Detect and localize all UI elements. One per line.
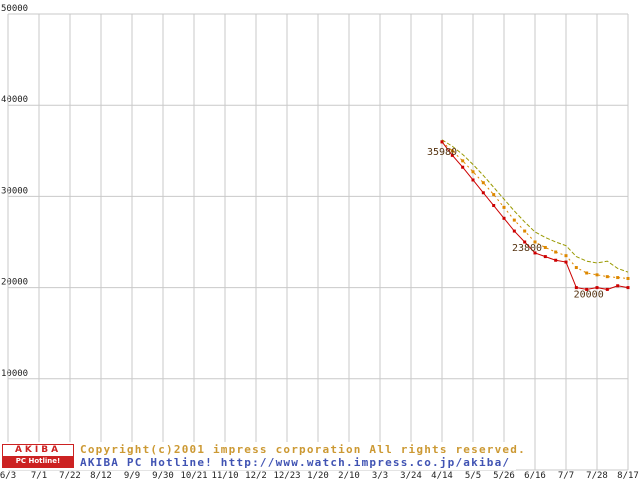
svg-text:6/3: 6/3	[0, 471, 16, 480]
svg-text:20000: 20000	[574, 290, 604, 301]
svg-text:6/16: 6/16	[524, 471, 546, 480]
svg-text:8/12: 8/12	[90, 471, 112, 480]
svg-text:5/5: 5/5	[465, 471, 481, 480]
svg-text:3/3: 3/3	[372, 471, 388, 480]
svg-text:7/28: 7/28	[586, 471, 608, 480]
akiba-pc-hotline-logo: AKIBA PC Hotline!	[2, 444, 74, 468]
svg-text:7/22: 7/22	[59, 471, 81, 480]
svg-text:7/7: 7/7	[558, 471, 574, 480]
svg-text:10000: 10000	[1, 369, 28, 379]
footer: AKIBA PC Hotline! Copyright(c)2001 impre…	[0, 442, 525, 470]
svg-text:8/17: 8/17	[617, 471, 639, 480]
svg-text:9/9: 9/9	[124, 471, 140, 480]
svg-text:7/1: 7/1	[31, 471, 47, 480]
svg-text:1/20: 1/20	[307, 471, 329, 480]
akiba-logo-bottom-text: PC Hotline!	[3, 456, 73, 467]
svg-text:3/24: 3/24	[400, 471, 422, 480]
svg-text:5/26: 5/26	[493, 471, 515, 480]
svg-text:23800: 23800	[512, 243, 542, 254]
svg-text:2/10: 2/10	[338, 471, 360, 480]
site-url-text[interactable]: AKIBA PC Hotline! http://www.watch.impre…	[80, 456, 511, 469]
svg-text:50000: 50000	[1, 4, 28, 14]
svg-text:40000: 40000	[1, 95, 28, 105]
svg-text:10/21: 10/21	[180, 471, 207, 480]
svg-text:30000: 30000	[1, 186, 28, 196]
svg-text:11/10: 11/10	[211, 471, 238, 480]
footer-text-block: Copyright(c)2001 impress corporation All…	[80, 443, 526, 469]
akiba-logo-top-text: AKIBA	[3, 445, 73, 456]
svg-text:20000: 20000	[1, 278, 28, 288]
svg-text:35980: 35980	[427, 147, 457, 158]
svg-text:12/23: 12/23	[273, 471, 300, 480]
svg-text:9/30: 9/30	[152, 471, 174, 480]
svg-text:12/2: 12/2	[245, 471, 267, 480]
copyright-text: Copyright(c)2001 impress corporation All…	[80, 443, 526, 456]
svg-text:4/14: 4/14	[431, 471, 453, 480]
